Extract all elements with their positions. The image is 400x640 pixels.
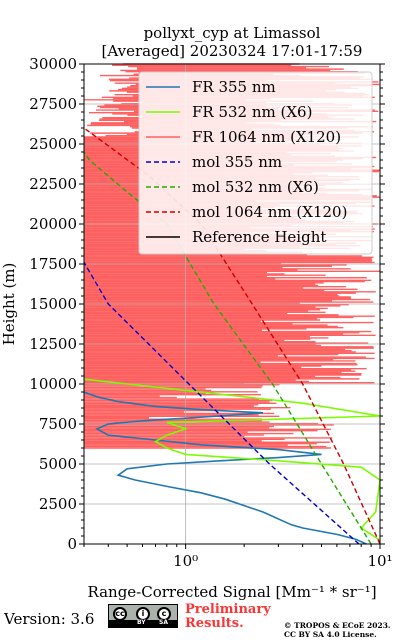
legend-label-5: mol 1064 nm (X120)	[192, 203, 347, 221]
x-tick-label: 10⁰	[173, 552, 198, 570]
series-line-1	[83, 378, 381, 545]
sa-label: SA	[159, 619, 168, 626]
copyright-line-2: CC BY SA 4.0 License.	[284, 630, 377, 639]
x-axis-ticks: 10⁰ 10¹	[83, 544, 393, 570]
cc-by-sa-badge: cc i c BY SA	[108, 604, 178, 628]
preliminary-line-2: Results.	[185, 616, 244, 631]
legend-label-4: mol 532 nm (X6)	[192, 178, 319, 196]
y-tick-label: 15000	[29, 295, 77, 313]
cc-icon: cc	[113, 607, 127, 621]
y-axis-label: Height (m)	[0, 263, 18, 346]
y-tick-label: 5000	[39, 455, 77, 473]
x-axis-label: Range-Corrected Signal [Mm⁻¹ * sr⁻¹]	[87, 583, 376, 600]
plot-frame	[83, 63, 381, 545]
y-tick-label: 7500	[39, 415, 77, 433]
legend-box	[138, 71, 373, 255]
legend-label-6: Reference Height	[192, 228, 326, 246]
by-label: BY	[137, 619, 146, 626]
y-tick-label: 10000	[29, 375, 77, 393]
preliminary-line-1: Preliminary	[185, 602, 271, 617]
x-tick-label: 10¹	[367, 552, 392, 570]
y-tick-label: 22500	[29, 175, 77, 193]
series-line-0	[83, 391, 367, 545]
chart-subtitle: [Averaged] 20230324 17:01-17:59	[102, 42, 363, 60]
y-tick-label: 17500	[29, 255, 77, 273]
y-tick-label: 12500	[29, 335, 77, 353]
legend: FR 355 nm FR 532 nm (X6) FR 1064 nm (X120)…	[138, 71, 373, 255]
chart-title: pollyxt_cyp at Limassol	[144, 24, 321, 42]
copyright-note: © TROPOS & ECoE 2023. CC BY SA 4.0 Licen…	[284, 621, 391, 639]
copyright-line-1: © TROPOS & ECoE 2023.	[284, 621, 391, 630]
preliminary-note: Preliminary Results.	[185, 603, 271, 631]
y-tick-label: 25000	[29, 135, 77, 153]
version-label: Version: 3.6	[4, 610, 95, 628]
legend-label-0: FR 355 nm	[192, 78, 276, 96]
series-line-3	[83, 262, 360, 545]
series-line-4	[83, 151, 372, 545]
series-lines	[83, 127, 381, 545]
series-line-5	[83, 127, 381, 545]
legend-label-3: mol 355 nm	[192, 153, 282, 171]
y-tick-label: 30000	[29, 55, 77, 73]
y-tick-label: 27500	[29, 95, 77, 113]
y-tick-label: 2500	[39, 495, 77, 513]
badge-bar: BY SA	[109, 619, 177, 627]
chart: pollyxt_cyp at Limassol [Averaged] 20230…	[0, 24, 393, 600]
y-tick-label: 0	[67, 535, 77, 553]
legend-label-2: FR 1064 nm (X120)	[192, 128, 341, 146]
y-tick-label: 20000	[29, 215, 77, 233]
legend-label-1: FR 532 nm (X6)	[192, 103, 312, 121]
